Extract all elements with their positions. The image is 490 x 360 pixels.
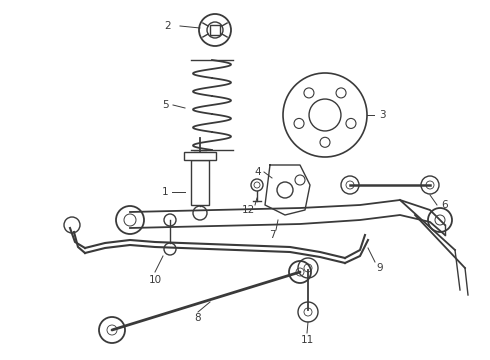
FancyBboxPatch shape [210,25,220,35]
FancyBboxPatch shape [184,152,216,160]
Text: 5: 5 [162,100,168,110]
Polygon shape [265,165,310,215]
Text: 3: 3 [379,110,385,120]
Text: 2: 2 [165,21,172,31]
Text: 7: 7 [269,230,275,240]
Text: 4: 4 [255,167,261,177]
Text: 10: 10 [148,275,162,285]
Text: 12: 12 [242,205,255,215]
Text: 6: 6 [441,200,448,210]
FancyBboxPatch shape [191,160,209,205]
Text: 8: 8 [195,313,201,323]
Text: 9: 9 [377,263,383,273]
Text: 11: 11 [300,335,314,345]
Text: 1: 1 [162,187,168,197]
